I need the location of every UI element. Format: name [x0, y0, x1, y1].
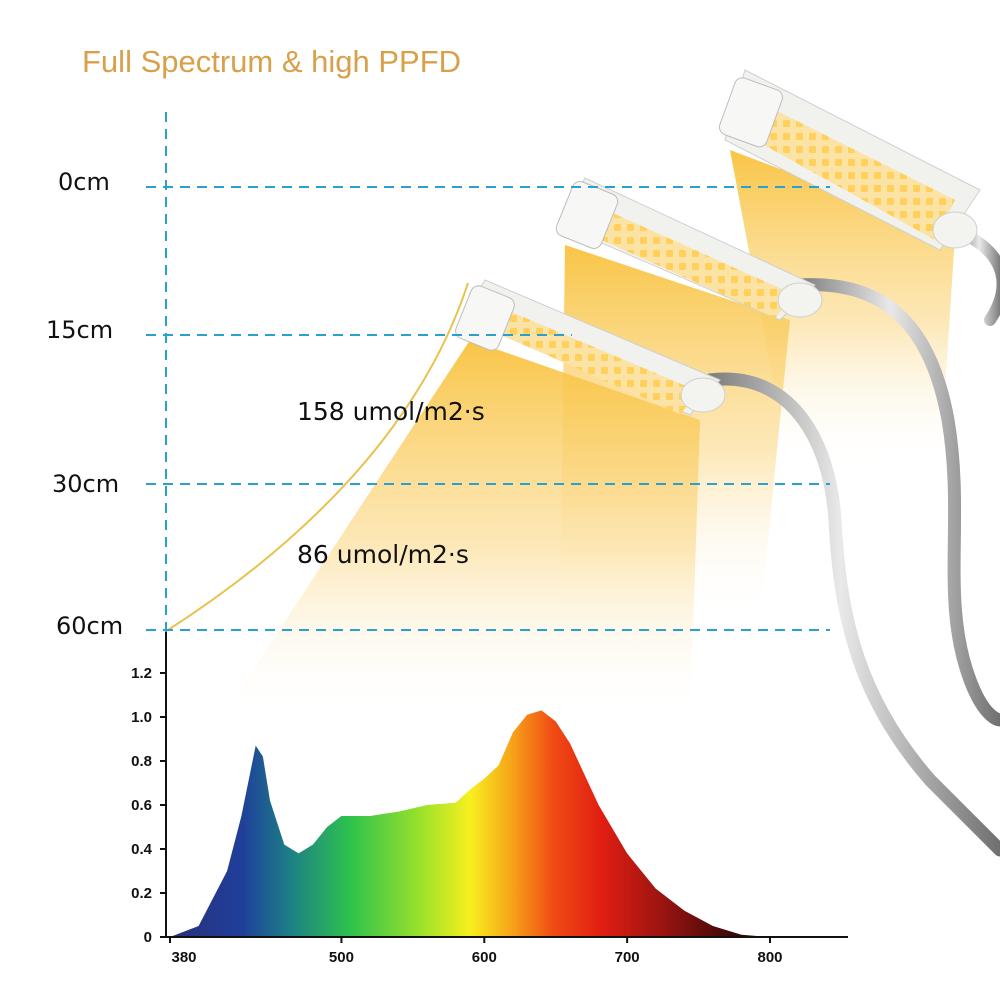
spectrum-chart: 0 0.2 0.4 0.6 0.8 1.0 1.2 380 500 600 700 800 — [131, 632, 848, 966]
y-tick-label: 0.8 — [131, 753, 152, 770]
beam-back — [730, 150, 955, 470]
spectrum-area — [170, 710, 770, 937]
gooseneck-front — [703, 372, 1000, 857]
x-tick-label: 800 — [757, 949, 782, 966]
y-tick-label: 0.6 — [131, 797, 152, 814]
gooseneck-back — [954, 226, 1000, 326]
lamp-back — [718, 69, 981, 251]
ppfd-reading-30cm: 158 umol/m2·s — [297, 397, 485, 426]
distance-guides — [146, 112, 830, 632]
y-tick-label: 1.2 — [131, 665, 152, 682]
ppfd-reading-60cm: 86 umol/m2·s — [297, 540, 469, 569]
y-tick-label: 0.4 — [131, 841, 153, 858]
x-tick-label: 600 — [472, 949, 497, 966]
gooseneck-middle — [793, 278, 1000, 727]
x-axis-ticks: 380 500 600 700 800 — [169, 937, 783, 966]
y-tick-label: 0 — [144, 929, 152, 946]
gooseneck-arms — [703, 226, 1000, 857]
y-axis-ticks: 0 0.2 0.4 0.6 0.8 1.0 1.2 — [131, 665, 166, 946]
beam-front — [220, 340, 700, 720]
y-tick-label: 1.0 — [131, 709, 152, 726]
page-title: Full Spectrum & high PPFD — [82, 44, 462, 79]
distance-label-15cm: 15cm — [46, 316, 114, 344]
distance-label-30cm: 30cm — [52, 470, 120, 498]
ppfd-curve — [167, 282, 469, 631]
distance-label-60cm: 60cm — [56, 612, 124, 640]
x-tick-label: 500 — [329, 949, 354, 966]
x-tick-label: 380 — [171, 949, 196, 966]
distance-label-0cm: 0cm — [58, 168, 110, 196]
x-tick-label: 700 — [615, 949, 640, 966]
lamp-middle — [555, 177, 823, 321]
y-tick-label: 0.2 — [131, 885, 152, 902]
